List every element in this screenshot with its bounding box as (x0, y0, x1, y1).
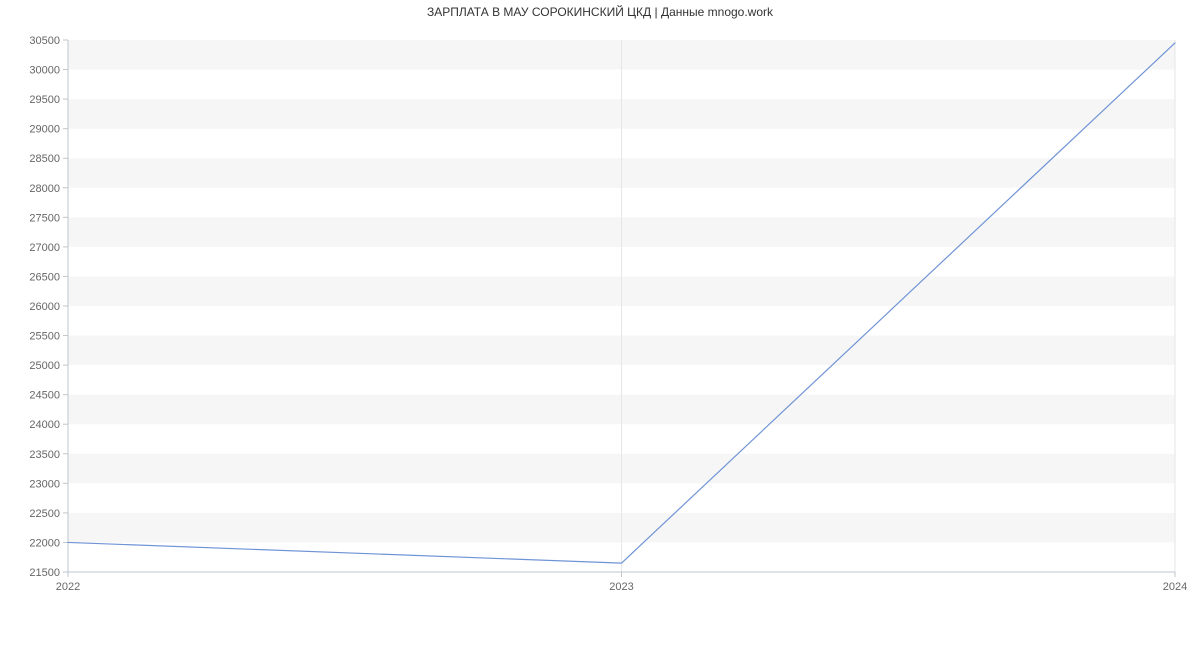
y-tick-label: 28500 (29, 153, 60, 165)
y-tick-label: 24000 (29, 419, 60, 431)
x-tick-label: 2024 (1163, 581, 1187, 593)
y-tick-label: 22000 (29, 537, 60, 549)
y-tick-label: 26500 (29, 271, 60, 283)
y-tick-label: 22500 (29, 508, 60, 520)
y-tick-label: 23000 (29, 478, 60, 490)
y-tick-label: 21500 (29, 567, 60, 579)
y-tick-label: 24500 (29, 390, 60, 402)
y-tick-label: 27000 (29, 242, 60, 254)
y-tick-label: 29000 (29, 124, 60, 136)
y-tick-label: 28000 (29, 183, 60, 195)
y-tick-label: 30000 (29, 65, 60, 77)
y-tick-label: 25000 (29, 360, 60, 372)
salary-line-chart: ЗАРПЛАТА В МАУ СОРОКИНСКИЙ ЦКД | Данные … (0, 0, 1200, 650)
x-tick-label: 2023 (609, 581, 633, 593)
chart-svg: ЗАРПЛАТА В МАУ СОРОКИНСКИЙ ЦКД | Данные … (0, 0, 1200, 650)
y-tick-label: 30500 (29, 35, 60, 47)
y-tick-label: 29500 (29, 94, 60, 106)
y-tick-label: 26000 (29, 301, 60, 313)
y-tick-label: 27500 (29, 212, 60, 224)
y-tick-label: 25500 (29, 331, 60, 343)
y-tick-label: 23500 (29, 449, 60, 461)
chart-title: ЗАРПЛАТА В МАУ СОРОКИНСКИЙ ЦКД | Данные … (427, 4, 774, 19)
x-tick-label: 2022 (56, 581, 80, 593)
